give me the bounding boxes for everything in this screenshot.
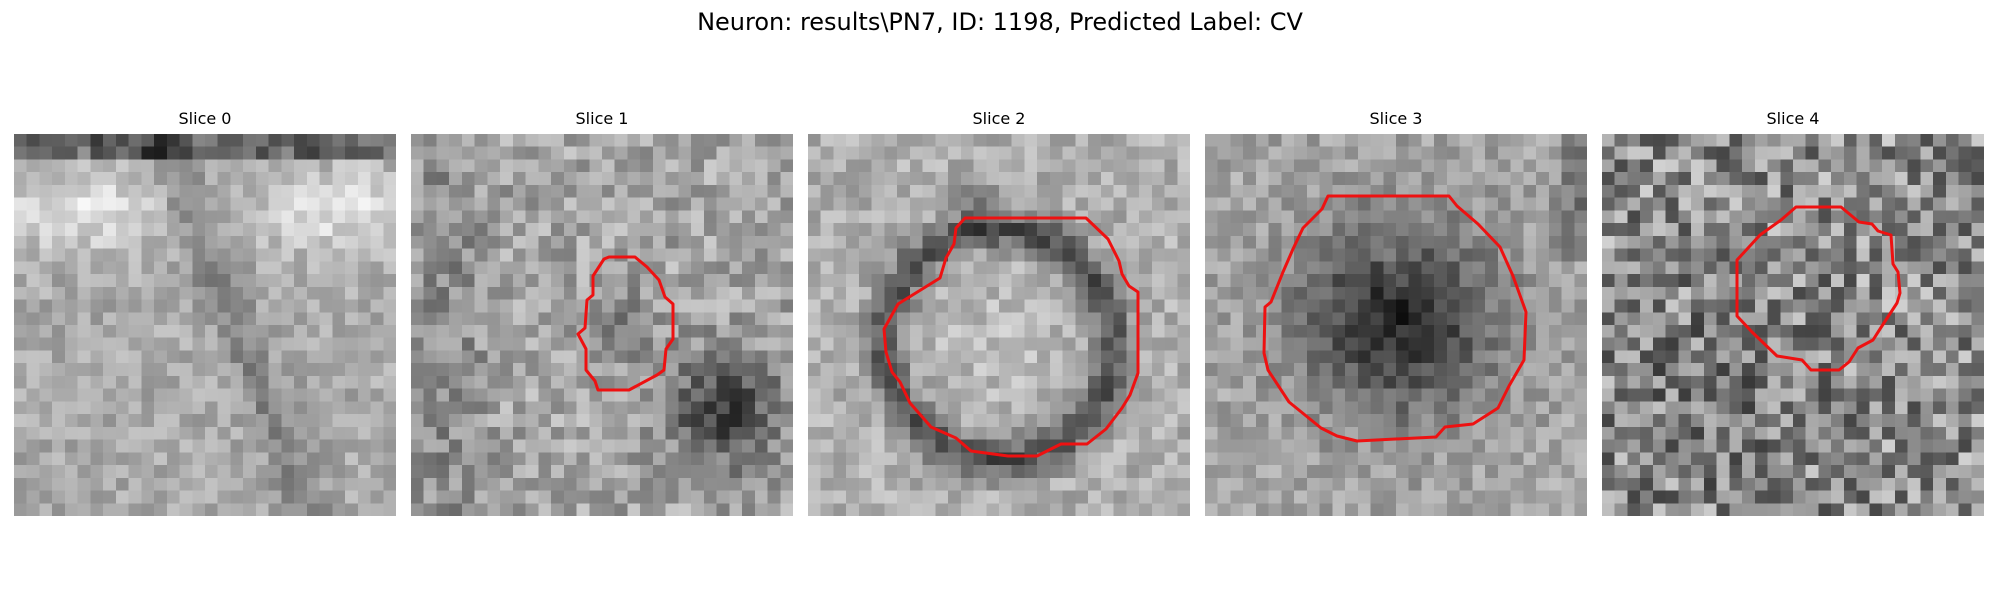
slice-image [1205, 134, 1587, 516]
panel-title: Slice 1 [575, 109, 629, 128]
slice-image [808, 134, 1190, 516]
slice-image [1602, 134, 1984, 516]
slice-image [411, 134, 793, 516]
figure-title: Neuron: results\PN7, ID: 1198, Predicted… [697, 8, 1303, 36]
segmentation-contour [576, 255, 675, 392]
pixel-mosaic [808, 134, 1190, 516]
pixel-mosaic [411, 134, 793, 516]
slice-image [14, 134, 396, 516]
segmentation-contour [882, 216, 1140, 458]
segmentation-contour [1735, 205, 1902, 372]
panel-title: Slice 3 [1369, 109, 1423, 128]
segmentation-contour [1262, 194, 1528, 443]
panel-title: Slice 0 [178, 109, 232, 128]
pixel-mosaic [1602, 134, 1984, 516]
pixel-mosaic [1205, 134, 1587, 516]
panel-title: Slice 2 [972, 109, 1026, 128]
panel-title: Slice 4 [1766, 109, 1820, 128]
pixel-mosaic [14, 134, 396, 516]
